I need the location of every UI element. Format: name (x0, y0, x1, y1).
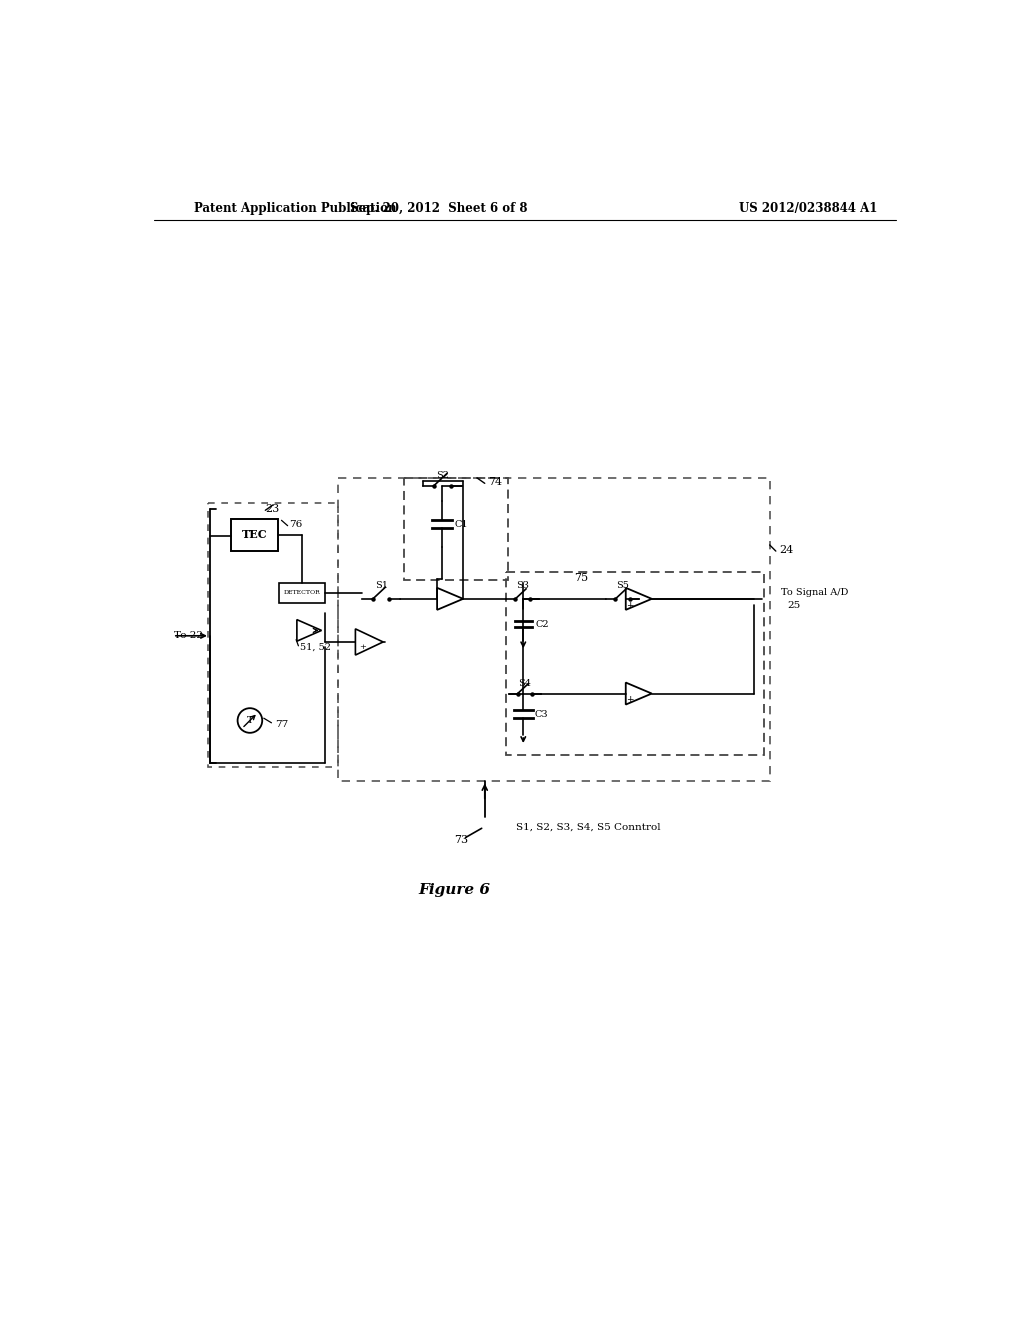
Polygon shape (280, 582, 326, 603)
Polygon shape (230, 519, 279, 552)
Text: C1: C1 (455, 520, 468, 528)
Text: 51, 52: 51, 52 (300, 643, 331, 652)
Polygon shape (297, 619, 322, 642)
Circle shape (238, 708, 262, 733)
Text: S2: S2 (436, 471, 449, 480)
Text: T: T (247, 715, 253, 725)
Text: C2: C2 (536, 620, 549, 628)
Text: 77: 77 (275, 719, 289, 729)
Text: C3: C3 (535, 710, 549, 719)
Text: +: + (627, 601, 634, 610)
Text: S1: S1 (375, 581, 388, 590)
Text: TEC: TEC (242, 529, 267, 540)
Text: 23: 23 (265, 504, 280, 513)
Polygon shape (437, 587, 463, 610)
Text: S5: S5 (616, 581, 629, 590)
Polygon shape (626, 682, 651, 705)
Text: 76: 76 (289, 520, 302, 528)
Text: To Signal A/D: To Signal A/D (781, 589, 849, 597)
Text: 25: 25 (787, 601, 801, 610)
Text: S4: S4 (518, 678, 531, 688)
Text: US 2012/0238844 A1: US 2012/0238844 A1 (739, 202, 878, 215)
Polygon shape (626, 587, 651, 610)
Text: To 22: To 22 (174, 631, 203, 640)
Text: Figure 6: Figure 6 (418, 883, 489, 896)
Text: 24: 24 (779, 545, 794, 554)
Text: +: + (627, 696, 634, 704)
Text: S3: S3 (516, 581, 529, 590)
Text: 75: 75 (574, 573, 588, 583)
Text: S1, S2, S3, S4, S5 Conntrol: S1, S2, S3, S4, S5 Conntrol (515, 822, 660, 832)
Text: 74: 74 (487, 477, 502, 487)
Text: +: + (359, 643, 367, 651)
Text: Patent Application Publication: Patent Application Publication (194, 202, 396, 215)
Text: 73: 73 (455, 834, 469, 845)
Text: DETECTOR: DETECTOR (284, 590, 321, 595)
Text: Sep. 20, 2012  Sheet 6 of 8: Sep. 20, 2012 Sheet 6 of 8 (350, 202, 527, 215)
Polygon shape (355, 628, 383, 655)
